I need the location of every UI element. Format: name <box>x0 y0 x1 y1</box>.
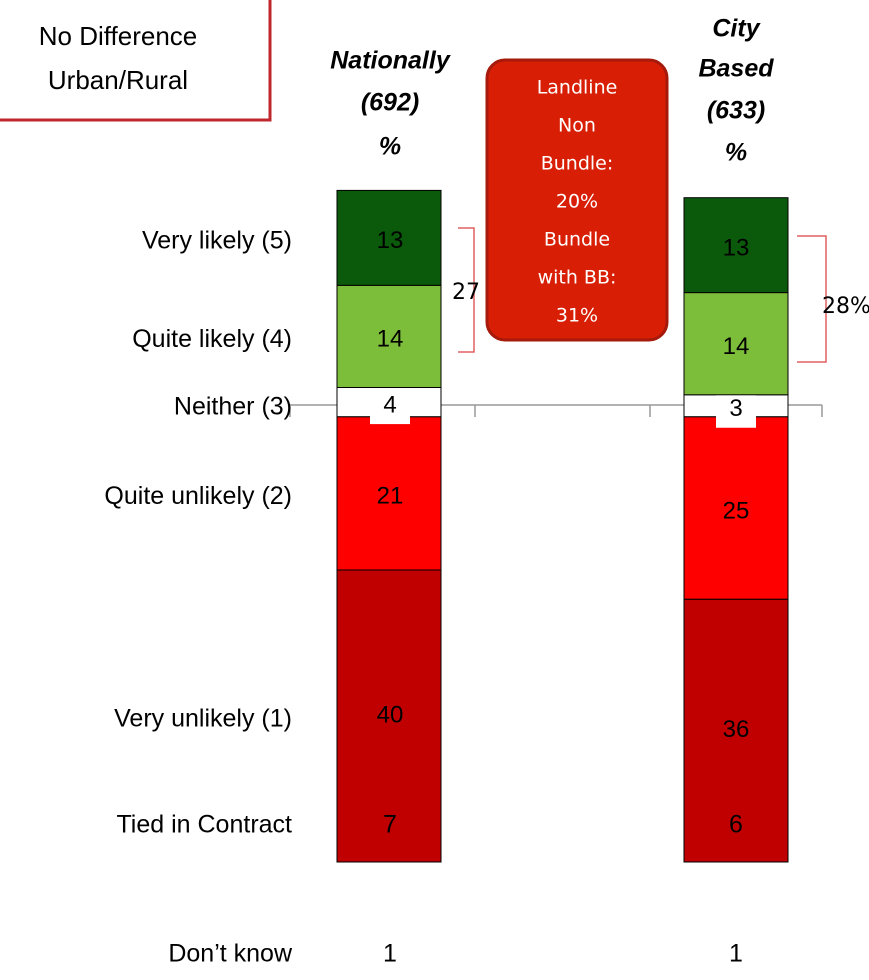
row-value: 6 <box>729 811 743 839</box>
bar-segment <box>336 284 442 388</box>
row-value: 1 <box>383 940 397 968</box>
column-header: City <box>712 15 760 43</box>
series-label: Very unlikely (1) <box>114 705 292 733</box>
value-label: 25 <box>723 497 750 524</box>
row-label: Don’t know <box>168 940 293 968</box>
column-header: % <box>379 133 401 161</box>
value-label: 3 <box>729 395 742 422</box>
value-label: 21 <box>377 483 404 510</box>
series-label: Neither (3) <box>174 393 292 421</box>
bar-segment <box>683 598 789 863</box>
bar-segment <box>336 569 442 863</box>
callout-box <box>485 58 669 342</box>
series-label: Quite unlikely (2) <box>104 482 292 510</box>
value-label: 14 <box>377 326 404 353</box>
callout-text: Non <box>558 115 596 137</box>
value-label: 13 <box>723 234 750 261</box>
column-header: Nationally <box>330 47 451 75</box>
label-bg <box>716 391 756 428</box>
bar-segment <box>683 197 789 294</box>
bracket-label: 27 <box>452 280 480 305</box>
callout-text: 20% <box>556 191 598 213</box>
callout-text: Bundle: <box>541 153 614 175</box>
bar-segment <box>683 292 789 396</box>
note-text: No Difference <box>39 21 198 51</box>
value-label: 14 <box>723 333 750 360</box>
bar-segment <box>336 416 442 571</box>
callout-text: Landline <box>537 77 618 99</box>
column-header: % <box>725 139 747 167</box>
bracket <box>797 235 827 363</box>
value-label: 36 <box>723 716 750 743</box>
column-header: (692) <box>361 89 419 117</box>
value-label: 40 <box>377 701 404 728</box>
bar-segment <box>683 416 789 600</box>
neither-ticks <box>289 405 823 417</box>
note-text: Urban/Rural <box>48 65 188 95</box>
value-label: 13 <box>377 227 404 254</box>
series-label: Quite likely (4) <box>132 325 292 353</box>
bracket <box>458 227 475 353</box>
value-label: 4 <box>383 391 396 418</box>
callout-text: 31% <box>556 305 598 327</box>
row-value: 1 <box>729 940 743 968</box>
row-label: Tied in Contract <box>116 811 292 839</box>
bracket-label: 28% <box>822 294 869 319</box>
bar-segment <box>336 189 442 286</box>
callout-text: Bundle <box>544 229 610 251</box>
column-header: Based <box>698 55 774 83</box>
row-value: 7 <box>383 811 397 839</box>
series-label: Very likely (5) <box>142 226 292 254</box>
note-box <box>0 0 272 122</box>
callout-text: with BB: <box>538 267 617 289</box>
column-header: (633) <box>707 97 765 125</box>
label-bg <box>370 388 410 425</box>
